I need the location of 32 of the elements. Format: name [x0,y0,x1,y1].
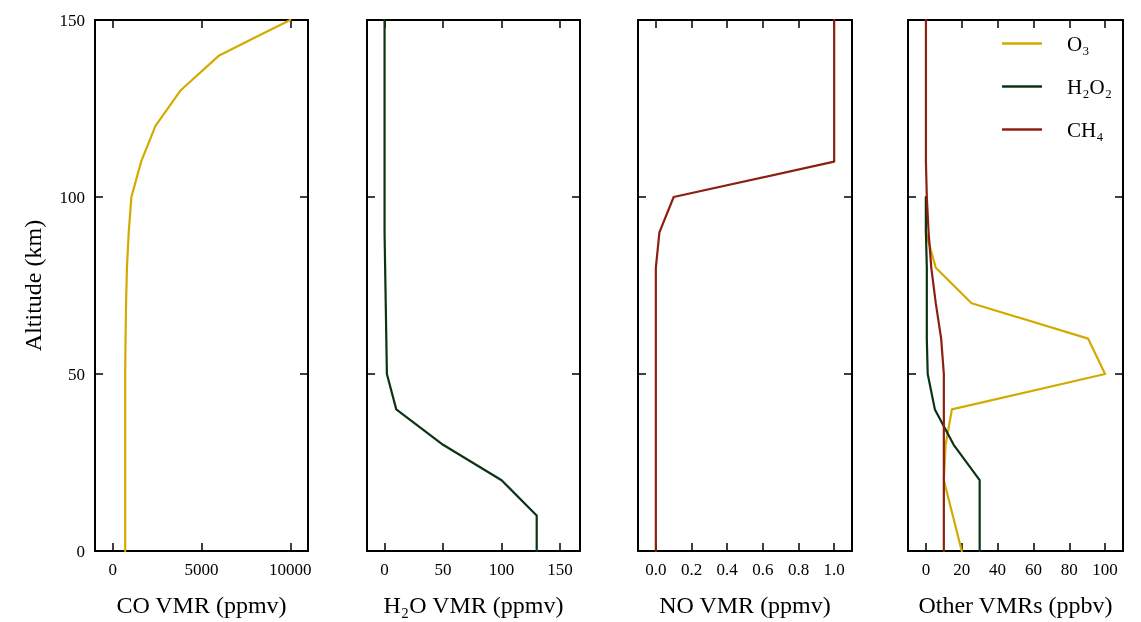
x-tick-label: 40 [989,560,1007,579]
x-tick-label: 10000 [269,560,312,579]
y-tick-label: 100 [59,187,85,207]
x-tick-label: 20 [953,560,971,579]
line-series [124,18,292,553]
x-tick-label: 100 [488,560,515,579]
x-tick-label: 0.4 [716,560,739,579]
x-tick-label: 100 [1092,560,1118,579]
x-tick-label: 0 [108,560,117,579]
x-axis-title: H₂O VMR (ppmv) [383,592,564,618]
y-tick-label: 150 [59,10,85,30]
legend-label: O₃ [1067,31,1090,56]
x-axis-title: NO VMR (ppmv) [659,592,831,618]
x-tick-label: 0 [380,560,389,579]
x-tick-label: 0.8 [787,560,810,579]
y-tick-label: 0 [76,541,85,561]
legend-label: H₂O₂ [1067,74,1113,99]
y-axis-title: Altitude (km) [20,219,46,352]
x-tick-label: 0.6 [752,560,774,579]
x-axis-title: Other VMRs (ppbv) [918,592,1113,618]
x-tick-label: 80 [1060,560,1078,579]
legend-label: CH₄ [1067,117,1104,142]
x-tick-label: 60 [1024,560,1042,579]
x-tick-label: 50 [434,560,452,579]
x-tick-label: 1.0 [823,560,845,579]
x-axis-title: CO VMR (ppmv) [116,592,287,618]
x-tick-label: 0 [921,560,931,579]
x-tick-label: 0.2 [680,560,703,579]
y-tick-label: 50 [68,364,85,384]
x-tick-label: 0.0 [645,560,667,579]
x-tick-label: 5000 [184,560,219,579]
x-tick-label: 150 [547,560,573,579]
